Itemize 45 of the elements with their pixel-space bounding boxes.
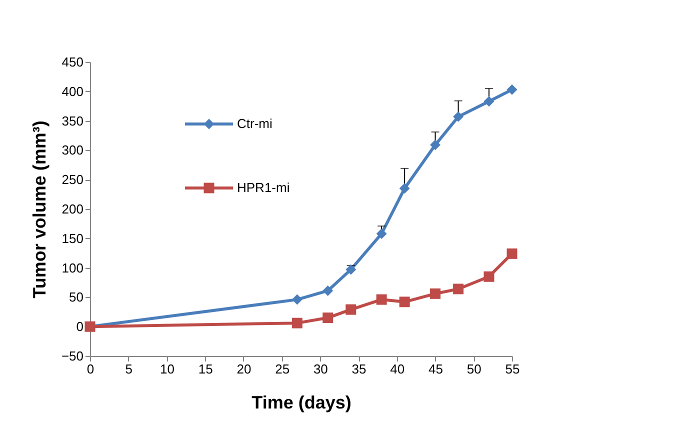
x-tick-label: 35 (352, 362, 366, 376)
point (399, 183, 410, 194)
point (453, 284, 464, 294)
x-tick-label: 20 (236, 362, 252, 376)
x-tick-label: 50 (466, 362, 482, 376)
y-tick-label: 150 (62, 230, 84, 246)
y-tick-label: 200 (62, 202, 84, 216)
point (430, 288, 441, 299)
x-tick-label: 5 (125, 362, 132, 376)
y-tick-label: 350 (62, 113, 84, 128)
point (399, 296, 410, 308)
point (322, 312, 334, 324)
point (346, 304, 356, 315)
point (346, 264, 356, 275)
y-tick-label: 450 (62, 54, 84, 70)
x-tick-label: 55 (505, 362, 520, 376)
y-axis-title: Tumor volume (mm³) (29, 120, 50, 298)
point (292, 294, 302, 305)
point (453, 111, 464, 122)
point (292, 318, 302, 328)
y-tick-label: −50 (61, 348, 84, 364)
y-tick-label: 300 (62, 142, 84, 158)
y-tick-label: 250 (62, 172, 84, 188)
point (430, 140, 441, 150)
y-tick-label: 400 (62, 84, 84, 99)
point (484, 271, 494, 282)
point (484, 96, 494, 107)
y-tick-label: 50 (69, 290, 84, 305)
x-axis-title: Time (days) (252, 392, 352, 412)
x-tick-label: 30 (313, 362, 328, 376)
x-tick-label: 25 (275, 362, 290, 376)
legend-label: Ctr-mi (237, 116, 272, 131)
point (322, 285, 334, 296)
y-tick-label: 0 (76, 319, 84, 334)
x-tick-label: 15 (198, 362, 213, 376)
point (506, 84, 518, 95)
x-tick-label: 45 (428, 362, 444, 376)
x-tick-label: 0 (86, 362, 94, 376)
point (376, 294, 387, 305)
point (376, 228, 387, 239)
point (506, 248, 518, 259)
y-tick-label: 100 (62, 260, 84, 276)
x-tick-label: 40 (390, 362, 405, 376)
x-tick-label: 10 (160, 362, 174, 376)
legend-label: HPR1-mi (237, 180, 290, 195)
